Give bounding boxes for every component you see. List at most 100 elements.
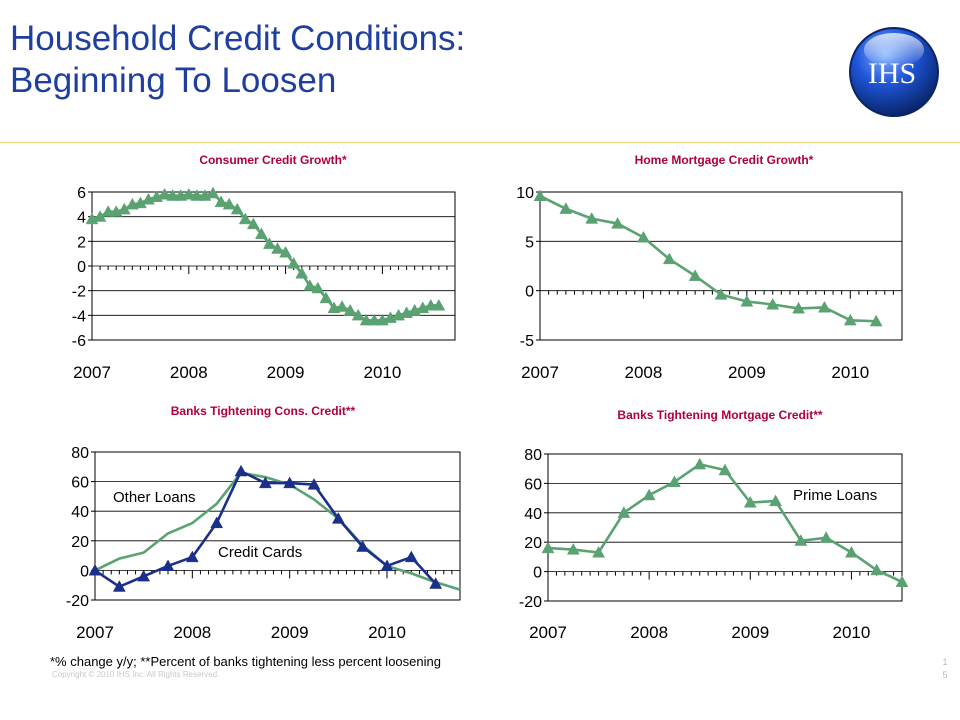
chart-banks_cons-data-point (331, 512, 345, 524)
chart-mortgage-y-tick-label: 0 (525, 284, 534, 301)
title-divider (0, 142, 960, 143)
ihs-logo: IHS (849, 27, 939, 117)
chart-banks_cons-y-tick-label: 0 (80, 563, 89, 580)
chart-banks_cons-plot-frame (94, 451, 461, 601)
logo-text: IHS (868, 57, 916, 90)
chart-banks_mort-data-point (819, 531, 833, 543)
chart-consumer-data-point (279, 245, 293, 258)
chart-consumer-x-tick-label: 2009 (267, 363, 305, 382)
chart-mortgage-data-point (766, 297, 780, 310)
chart-banks_cons-data-point (234, 464, 248, 477)
chart-consumer-data-point (222, 197, 236, 210)
chart-consumer-y-tick-label: -2 (72, 284, 86, 301)
chart-consumer-y-tick-label: -4 (72, 308, 86, 325)
chart-mortgage-data-point (533, 189, 547, 201)
chart-consumer-y-tick-label: 4 (77, 210, 86, 227)
chart-title-banks-mort: Banks Tightening Mortgage Credit** (617, 408, 823, 422)
chart-banks_mort-annotation: Prime Loans (793, 487, 877, 504)
chart-banks_mort-y-tick-label: 20 (524, 535, 542, 552)
chart-mortgage-data-point (637, 230, 650, 243)
chart-title-mortgage: Home Mortgage Credit Growth* (634, 153, 814, 167)
chart-mortgage-x-tick-label: 2008 (625, 363, 663, 382)
chart-mortgage-y-tick-label: 5 (525, 234, 534, 251)
page-number-digit: 5 (942, 670, 948, 680)
chart-banks_cons-data-point (404, 550, 418, 563)
chart-banks_mort-data-point (895, 575, 909, 587)
chart-mortgage-data-point (585, 212, 599, 224)
footnote: *% change y/y; **Percent of banks tighte… (50, 654, 441, 669)
chart-banks_cons-data-point (283, 476, 297, 489)
chart-mortgage-series-line-0 (539, 194, 877, 323)
slide-title-line-2: Beginning To Loosen (10, 61, 337, 100)
chart-banks_mort-y-tick-label: 60 (524, 476, 542, 493)
chart-banks_mort-x-tick-label: 2009 (731, 623, 769, 642)
chart-banks_mort-data-point (566, 543, 580, 555)
chart-banks_cons-data-point (161, 559, 175, 572)
chart-banks_mort-data-point (718, 463, 732, 476)
chart-banks_cons-y-tick-label: 20 (71, 534, 89, 551)
chart-consumer-data-point (190, 189, 204, 201)
chart-banks_mort-data-point (794, 534, 808, 546)
chart-consumer-data-point (311, 281, 325, 294)
chart-mortgage-plot-frame (539, 191, 903, 341)
chart-consumer-data-point (214, 195, 228, 207)
chart-consumer-data-point (271, 242, 284, 254)
chart-banks_mort-data-point (642, 488, 656, 501)
chart-banks_cons-data-point (356, 540, 370, 552)
chart-banks_cons-y-tick-label: 40 (71, 504, 89, 521)
chart-banks_mort-data-point (668, 475, 681, 487)
chart-banks_cons-x-tick-label: 2010 (368, 623, 406, 642)
chart-banks_cons-y-tick-label: 80 (71, 445, 89, 462)
chart-consumer-x-tick-label: 2010 (363, 363, 401, 382)
chart-mortgage-data-point (792, 301, 805, 314)
chart-banks_mort-x-tick-label: 2008 (630, 623, 668, 642)
chart-title-banks-cons: Banks Tightening Cons. Credit** (170, 404, 356, 418)
chart-mortgage-data-point (714, 288, 728, 300)
chart-consumer-data-point (287, 257, 301, 269)
chart-consumer-y-tick-label: 0 (77, 259, 86, 276)
chart-banks_cons-y-tick-label: 60 (71, 475, 89, 492)
chart-consumer-y-tick-label: 6 (77, 185, 86, 202)
chart-banks_cons-data-point (88, 563, 102, 576)
chart-consumer-data-point (359, 313, 373, 326)
chart-banks_cons-annotation: Credit Cards (218, 544, 302, 561)
chart-consumer-series-line-0 (91, 191, 439, 322)
chart-consumer-data-point (166, 189, 180, 201)
chart-consumer-data-point (335, 300, 349, 312)
chart-consumer-data-point (238, 212, 252, 225)
chart-consumer-x-tick-label: 2007 (73, 363, 111, 382)
chart-consumer-data-point (101, 205, 115, 217)
chart-banks_cons-data-point (258, 476, 272, 489)
chart-banks_cons-data-point (307, 478, 321, 490)
chart-mortgage-x-tick-label: 2010 (831, 363, 869, 382)
chart-banks_cons-annotation: Other Loans (113, 489, 196, 506)
chart-consumer-x-tick-label: 2008 (170, 363, 208, 382)
chart-banks_cons-x-tick-label: 2007 (76, 623, 114, 642)
chart-banks_cons-x-tick-label: 2008 (173, 623, 211, 642)
chart-mortgage-data-point (740, 295, 754, 307)
chart-mortgage-y-tick-label: -5 (520, 333, 534, 350)
page-number-digit: 1 (942, 657, 948, 667)
chart-banks_mort-y-tick-label: 80 (524, 447, 542, 464)
chart-mortgage-data-point (611, 217, 624, 229)
chart-consumer-data-point (343, 303, 357, 316)
chart-banks_mort-data-point (845, 545, 858, 558)
chart-mortgage-data-point (662, 252, 676, 265)
chart-mortgage-x-tick-label: 2009 (728, 363, 766, 382)
chart-banks_cons-series-line-0 (94, 471, 461, 591)
chart-title-consumer: Consumer Credit Growth* (199, 153, 347, 167)
chart-mortgage-data-point (688, 269, 702, 281)
chart-mortgage-data-point (559, 202, 573, 214)
chart-banks_mort-data-point (541, 541, 555, 554)
chart-mortgage-data-point (843, 313, 857, 326)
chart-banks_mort-data-point (870, 563, 884, 576)
slide-title-line-1: Household Credit Conditions: (10, 19, 466, 58)
chart-consumer-data-point (254, 227, 268, 239)
chart-banks_mort-y-tick-label: -20 (519, 594, 542, 611)
chart-banks_cons-data-point (210, 516, 224, 529)
copyright: Copyright © 2010 IHS Inc. All Rights Res… (52, 670, 220, 679)
chart-consumer-y-tick-label: -6 (72, 333, 86, 350)
chart-banks_mort-x-tick-label: 2010 (833, 623, 871, 642)
chart-consumer-data-point (303, 279, 317, 291)
